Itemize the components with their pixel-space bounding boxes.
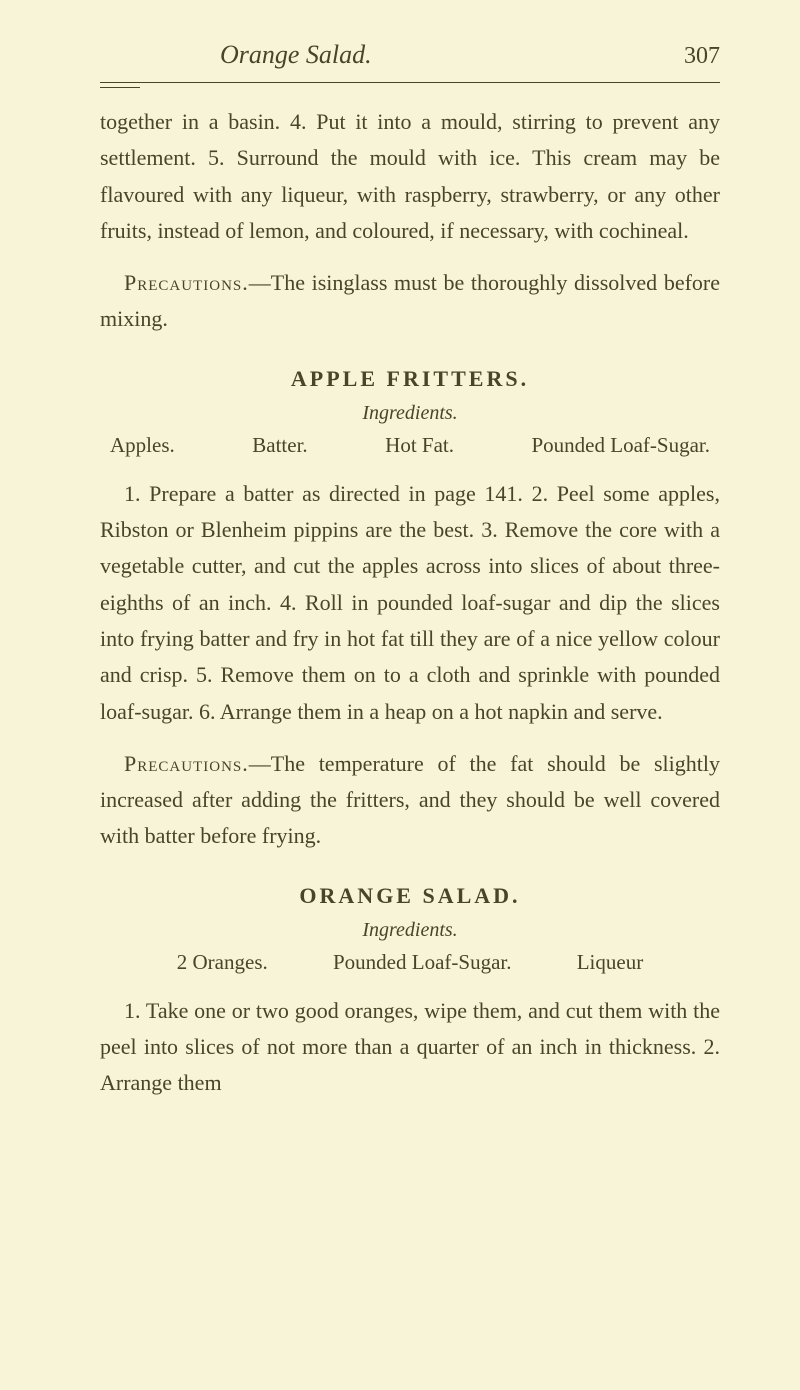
- text: Take one or two good oranges, wipe them,…: [100, 998, 720, 1059]
- recipe-body: 1. Prepare a batter as directed in page …: [100, 476, 720, 730]
- ingredient: Batter.: [252, 433, 307, 458]
- ingredient: Liqueur: [577, 950, 643, 974]
- step-number: 1.: [124, 998, 141, 1023]
- precautions-paragraph: Precautions.—The isinglass must be thoro…: [100, 265, 720, 338]
- step-number: 5.: [196, 662, 213, 687]
- ingredient: Apples.: [110, 433, 175, 458]
- ingredients-label: Ingredients.: [100, 919, 720, 942]
- ingredient: Hot Fat.: [385, 433, 454, 458]
- page-header: Orange Salad. 307: [100, 40, 720, 78]
- header-rule: [100, 82, 720, 83]
- ingredients-label: Ingredients.: [100, 402, 720, 425]
- step-number: 2.: [532, 481, 549, 506]
- precautions-label: Precautions.: [124, 270, 249, 295]
- recipe-body: 1. Take one or two good oranges, wipe th…: [100, 993, 720, 1102]
- short-rule: [100, 87, 140, 88]
- ingredients-line: Apples. Batter. Hot Fat. Pounded Loaf-Su…: [100, 433, 720, 458]
- text: Prepare a batter as directed in page 141…: [141, 481, 532, 506]
- ingredient: Pounded Loaf-Sugar.: [532, 433, 710, 458]
- step-number: 4.: [290, 109, 307, 134]
- page-title: Orange Salad.: [220, 40, 372, 70]
- step-number: 2.: [704, 1034, 721, 1059]
- step-number: 5.: [208, 145, 225, 170]
- step-number: 6.: [199, 699, 216, 724]
- step-number: 1.: [124, 481, 141, 506]
- ingredient: Pounded Loaf-Sugar.: [333, 950, 511, 974]
- ingredient: 2 Oranges.: [177, 950, 268, 974]
- intro-paragraph: together in a basin. 4. Put it into a mo…: [100, 104, 720, 249]
- page-number: 307: [684, 43, 720, 70]
- recipe-title: APPLE FRITTERS.: [100, 366, 720, 392]
- precautions-paragraph: Precautions.—The temperature of the fat …: [100, 746, 720, 855]
- ingredients-line: 2 Oranges. Pounded Loaf-Sugar. Liqueur: [100, 950, 720, 975]
- precautions-label: Precautions.: [124, 751, 249, 776]
- text: Arrange them: [100, 1070, 222, 1095]
- text: Arrange them in a heap on a hot napkin a…: [215, 699, 662, 724]
- text: together in a basin.: [100, 109, 290, 134]
- step-number: 4.: [280, 590, 297, 615]
- recipe-title: ORANGE SALAD.: [100, 883, 720, 909]
- step-number: 3.: [481, 517, 498, 542]
